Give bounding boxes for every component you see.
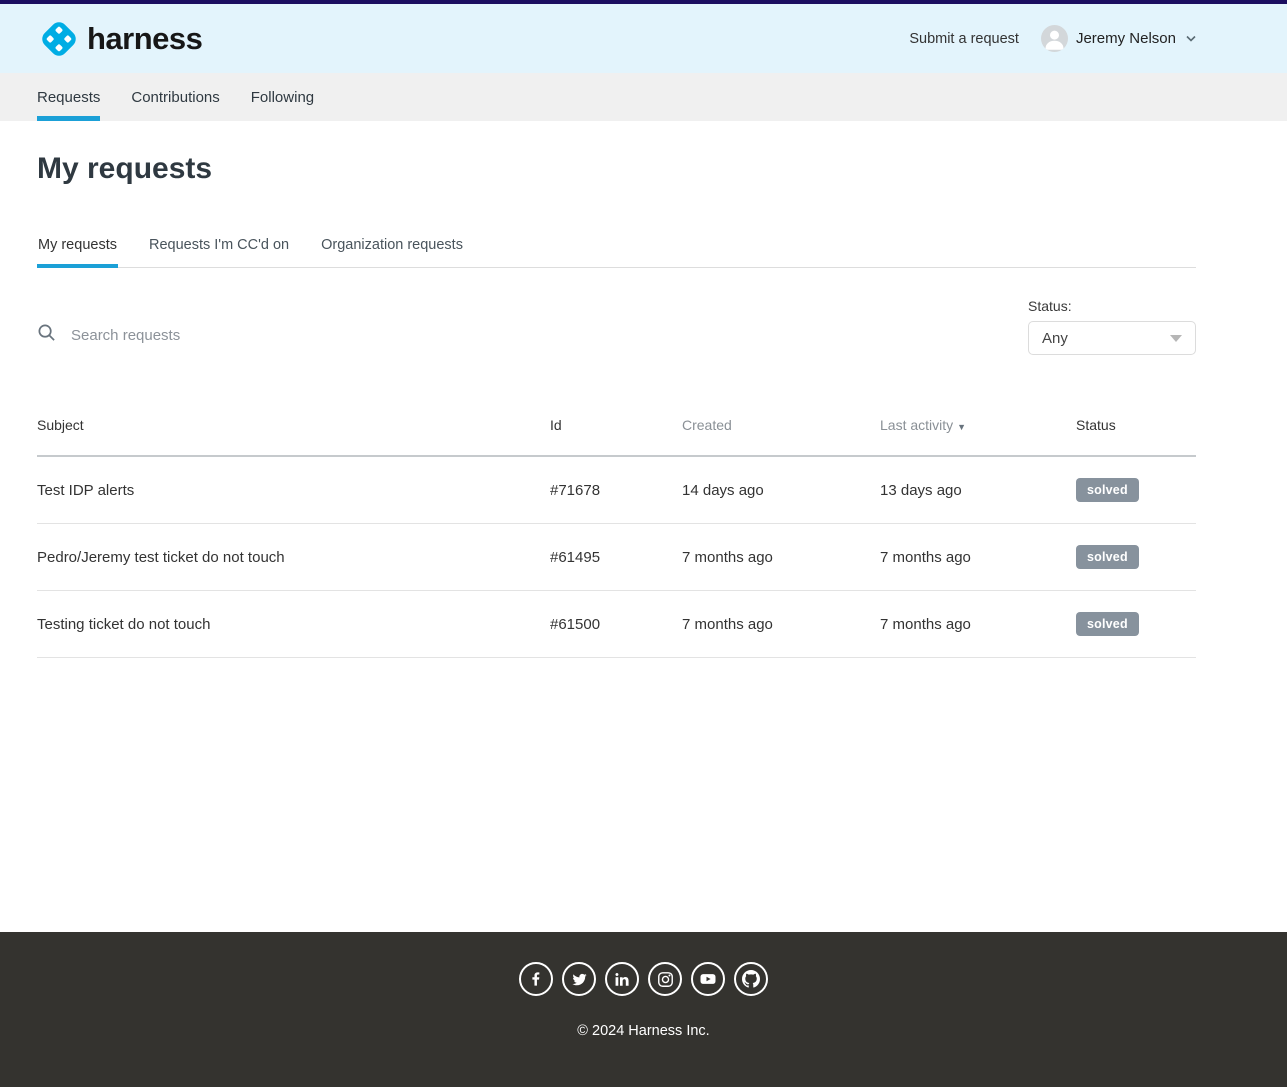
requests-table: Subject Id Created Last activity ▼ Status… xyxy=(37,411,1196,658)
request-created: 14 days ago xyxy=(682,456,880,524)
column-header-status[interactable]: Status xyxy=(1076,411,1196,457)
instagram-icon[interactable] xyxy=(648,962,682,996)
copyright-text: © 2024 Harness Inc. xyxy=(577,1023,710,1039)
page-title: My requests xyxy=(37,152,213,185)
status-filter-label: Status: xyxy=(1028,298,1072,314)
request-created: 7 months ago xyxy=(682,590,880,658)
request-id: #61495 xyxy=(550,523,682,591)
column-header-last-activity[interactable]: Last activity ▼ xyxy=(880,411,1076,457)
avatar xyxy=(1040,25,1068,52)
request-subject[interactable]: Testing ticket do not touch xyxy=(37,590,550,658)
twitter-icon[interactable] xyxy=(562,962,596,996)
status-select[interactable]: Any xyxy=(1028,321,1196,355)
status-badge: solved xyxy=(1076,612,1139,636)
user-name: Jeremy Nelson xyxy=(1075,30,1176,47)
facebook-icon[interactable] xyxy=(519,962,553,996)
request-tabs: My requests Requests I'm CC'd on Organiz… xyxy=(37,228,1196,268)
table-row[interactable]: Testing ticket do not touch #61500 7 mon… xyxy=(37,590,1196,658)
tab-organization-requests[interactable]: Organization requests xyxy=(321,237,463,253)
top-accent-bar xyxy=(0,0,1287,4)
header-right: Submit a request Jeremy Nelson xyxy=(909,25,1196,52)
youtube-icon[interactable] xyxy=(691,962,725,996)
request-status-cell: solved xyxy=(1076,590,1196,658)
nav-tab-following[interactable]: Following xyxy=(250,88,315,106)
status-filter: Status: Any xyxy=(1028,298,1196,355)
search-input[interactable] xyxy=(69,325,489,345)
request-last-activity: 13 days ago xyxy=(880,456,1076,524)
select-caret-icon xyxy=(1170,334,1182,342)
github-icon[interactable] xyxy=(734,962,768,996)
search-box xyxy=(37,323,489,355)
request-id: #71678 xyxy=(550,456,682,524)
table-header-row: Subject Id Created Last activity ▼ Status xyxy=(37,411,1196,457)
request-created: 7 months ago xyxy=(682,523,880,591)
status-badge: solved xyxy=(1076,545,1139,569)
linkedin-icon[interactable] xyxy=(605,962,639,996)
user-menu[interactable]: Jeremy Nelson xyxy=(1040,25,1196,52)
nav-tab-contributions[interactable]: Contributions xyxy=(131,88,220,106)
status-select-value: Any xyxy=(1042,329,1068,347)
column-header-subject[interactable]: Subject xyxy=(37,411,550,457)
table-row[interactable]: Pedro/Jeremy test ticket do not touch #6… xyxy=(37,523,1196,591)
request-id: #61500 xyxy=(550,590,682,658)
nav-tab-requests[interactable]: Requests xyxy=(37,73,101,121)
column-header-created[interactable]: Created xyxy=(682,411,880,457)
table-row[interactable]: Test IDP alerts #71678 14 days ago 13 da… xyxy=(37,456,1196,524)
request-subject[interactable]: Pedro/Jeremy test ticket do not touch xyxy=(37,523,550,591)
request-last-activity: 7 months ago xyxy=(880,523,1076,591)
main-content: My requests My requests Requests I'm CC'… xyxy=(0,121,1287,932)
status-badge: solved xyxy=(1076,478,1139,502)
request-subject[interactable]: Test IDP alerts xyxy=(37,456,550,524)
column-header-id[interactable]: Id xyxy=(550,411,682,457)
site-header: harness Submit a request Jeremy Nelson xyxy=(0,4,1287,73)
tab-requests-ccd[interactable]: Requests I'm CC'd on xyxy=(148,237,290,253)
site-footer: © 2024 Harness Inc. xyxy=(0,932,1287,1087)
harness-logo-icon xyxy=(37,17,81,61)
main-nav: Requests Contributions Following xyxy=(0,73,1287,121)
request-status-cell: solved xyxy=(1076,523,1196,591)
logo-text: harness xyxy=(87,21,203,56)
filter-row: Status: Any xyxy=(37,298,1196,355)
tab-my-requests[interactable]: My requests xyxy=(37,228,118,268)
search-icon xyxy=(37,323,56,347)
harness-logo[interactable]: harness xyxy=(37,17,203,61)
request-status-cell: solved xyxy=(1076,456,1196,524)
request-last-activity: 7 months ago xyxy=(880,590,1076,658)
social-links xyxy=(515,962,773,996)
submit-request-link[interactable]: Submit a request xyxy=(909,30,1019,47)
last-activity-label: Last activity xyxy=(880,417,954,433)
chevron-down-icon xyxy=(1186,35,1196,42)
sort-descending-icon: ▼ xyxy=(957,422,967,432)
